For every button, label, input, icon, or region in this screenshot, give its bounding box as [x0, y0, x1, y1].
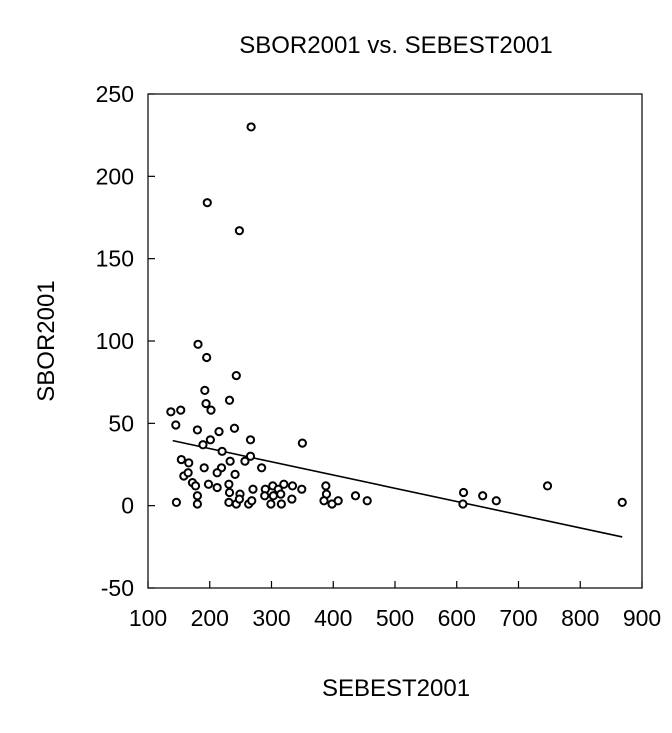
data-point — [224, 479, 234, 489]
data-point — [198, 440, 208, 450]
data-point — [319, 496, 329, 506]
plot-frame — [147, 93, 643, 589]
x-tick-label: 700 — [499, 605, 537, 631]
data-point — [199, 463, 209, 473]
data-point — [176, 454, 186, 465]
regression-line — [172, 439, 623, 538]
data-point — [234, 494, 244, 504]
y-axis-label: SBOR2001 — [33, 280, 60, 401]
data-point — [192, 491, 202, 501]
data-point — [212, 482, 222, 493]
data-point — [333, 496, 343, 506]
y-tick-label: -50 — [101, 575, 134, 601]
data-point — [240, 456, 250, 466]
x-tick-label: 400 — [314, 605, 352, 631]
data-point — [200, 385, 210, 395]
data-point — [212, 468, 222, 478]
data-point — [297, 484, 307, 494]
data-point — [246, 122, 256, 132]
data-point — [287, 481, 298, 491]
data-point — [229, 423, 240, 433]
x-tick-label: 600 — [438, 605, 476, 631]
data-point — [362, 496, 372, 506]
data-point — [321, 481, 331, 491]
data-point — [248, 484, 258, 494]
data-point — [192, 425, 202, 435]
y-tick-label: 0 — [121, 493, 134, 519]
data-point — [257, 463, 267, 473]
data-point — [458, 487, 469, 498]
data-point — [491, 496, 501, 506]
chart-title: SBOR2001 vs. SEBEST2001 — [239, 32, 553, 59]
data-point — [276, 489, 286, 499]
data-point — [276, 499, 286, 509]
data-point — [224, 497, 234, 507]
y-tick-label: 200 — [96, 163, 134, 189]
y-tick-label: 250 — [96, 81, 134, 107]
y-tick-label: 50 — [108, 410, 134, 436]
data-point — [183, 468, 193, 478]
data-point — [245, 435, 256, 445]
data-point — [245, 451, 256, 461]
data-point — [201, 398, 211, 409]
data-point — [230, 469, 240, 479]
data-point — [205, 435, 215, 445]
x-tick-label: 900 — [623, 605, 661, 631]
data-point — [171, 497, 182, 507]
data-point — [279, 479, 289, 489]
x-tick-label: 200 — [191, 605, 229, 631]
data-point — [171, 420, 181, 430]
data-point — [247, 496, 257, 506]
x-tick-label: 800 — [561, 605, 599, 631]
data-point — [202, 352, 212, 363]
data-point — [184, 458, 194, 468]
data-point — [217, 446, 227, 456]
data-point — [206, 405, 216, 415]
data-point — [266, 499, 276, 509]
data-point — [225, 456, 235, 466]
data-point — [166, 407, 176, 417]
data-point — [214, 426, 224, 437]
data-point — [542, 481, 553, 491]
data-point — [350, 491, 361, 501]
data-point — [224, 395, 235, 405]
y-tick-label: 100 — [96, 328, 134, 354]
data-point — [234, 226, 244, 236]
data-point — [192, 499, 202, 509]
data-point — [268, 491, 278, 501]
data-point — [260, 491, 270, 501]
data-point — [297, 438, 307, 448]
data-point — [190, 481, 201, 491]
data-point — [176, 405, 186, 415]
data-point — [617, 497, 627, 507]
x-tick-label: 500 — [376, 605, 414, 631]
x-tick-label: 100 — [129, 605, 167, 631]
x-axis-label: SEBEST2001 — [322, 675, 470, 702]
data-point — [203, 479, 214, 489]
data-point — [231, 370, 241, 381]
data-point — [478, 491, 488, 501]
data-point — [202, 198, 212, 208]
data-point — [458, 499, 468, 509]
plot-area: 100 200 300 400 500 600 700 800 900 -50 0 50 100 150 2… — [96, 81, 662, 631]
x-tick-label: 300 — [252, 605, 290, 631]
data-point — [193, 339, 203, 349]
y-tick-label: 150 — [96, 246, 134, 272]
data-point — [224, 487, 235, 498]
data-point — [287, 494, 297, 504]
